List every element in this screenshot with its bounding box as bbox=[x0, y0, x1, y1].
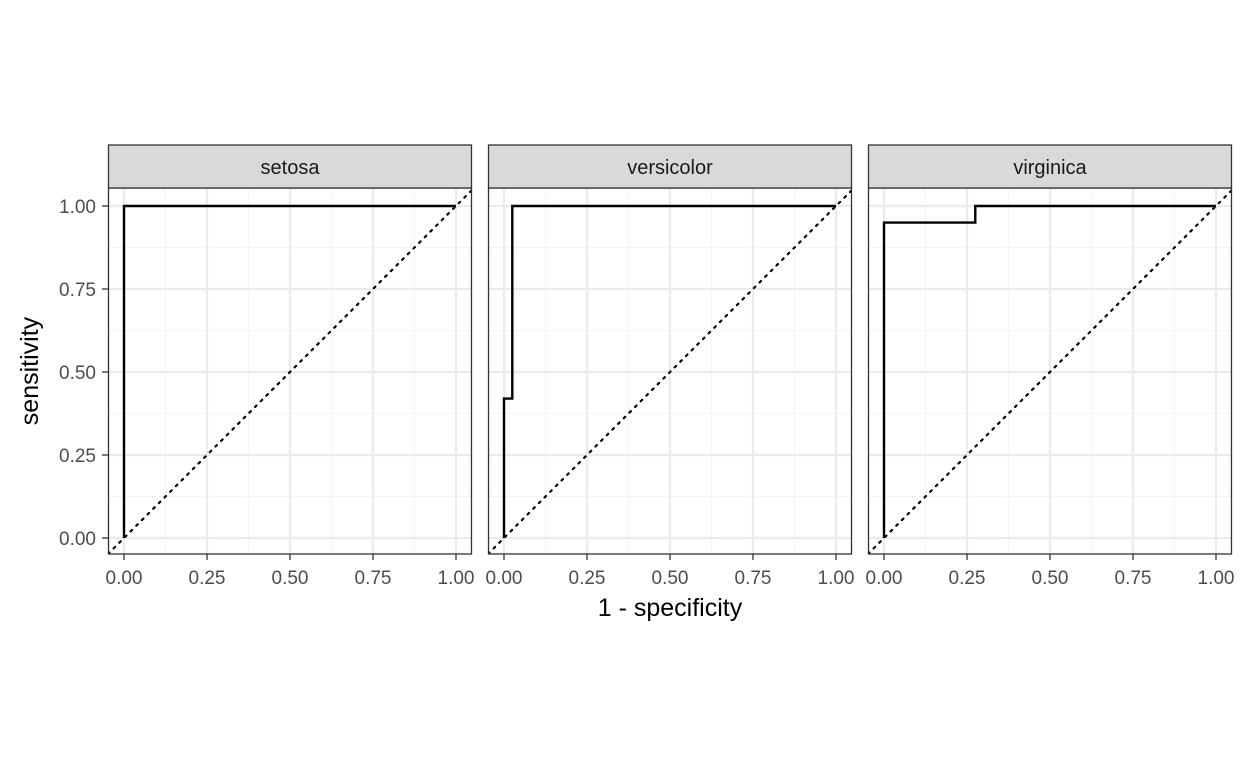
x-tick-label: 1.00 bbox=[1198, 568, 1235, 589]
facet-strip bbox=[487, 144, 853, 189]
facet-panel-versicolor: versicolor 0.00 0.25 0.50 0.75 1.00 bbox=[486, 144, 855, 589]
y-axis-title: sensitivity bbox=[16, 316, 44, 425]
roc-curve-versicolor bbox=[502, 204, 836, 538]
x-tick-label: 0.75 bbox=[1115, 568, 1152, 589]
y-tick-label: 0.00 bbox=[59, 529, 96, 550]
y-tick-label: 0.25 bbox=[59, 446, 96, 467]
facet-label: versicolor bbox=[627, 157, 713, 179]
x-tick-label: 0.50 bbox=[272, 568, 309, 589]
y-tick-label: 0.50 bbox=[59, 363, 96, 384]
facet-strip bbox=[107, 144, 473, 189]
x-tick-label: 0.75 bbox=[735, 568, 772, 589]
facet-panel-setosa: setosa 0.00 0.25 0.50 0.75 1.00 0.00 0.25 0.50 0.… bbox=[59, 144, 475, 589]
facet-label: setosa bbox=[261, 157, 321, 179]
facet-panel-virginica: virginica 0.00 0.25 0.50 0.75 1.00 bbox=[866, 144, 1235, 589]
reference-diagonal bbox=[108, 188, 472, 554]
reference-diagonal bbox=[868, 188, 1232, 554]
x-tick-label: 0.00 bbox=[106, 568, 143, 589]
facet-panels: setosa 0.00 0.25 0.50 0.75 1.00 0.00 0.25 0.50 0.… bbox=[59, 144, 1235, 589]
facet-strip bbox=[867, 144, 1233, 189]
x-axis-title: 1 - specificity bbox=[598, 594, 743, 622]
x-tick-label: 1.00 bbox=[438, 568, 475, 589]
reference-diagonal bbox=[488, 188, 852, 554]
y-tick-label: 1.00 bbox=[59, 197, 96, 218]
x-tick-label: 0.00 bbox=[866, 568, 903, 589]
roc-curve-setosa bbox=[122, 204, 456, 538]
x-tick-label: 0.50 bbox=[652, 568, 689, 589]
x-tick-label: 0.25 bbox=[569, 568, 606, 589]
x-tick-label: 0.00 bbox=[486, 568, 523, 589]
roc-curve-virginica bbox=[882, 204, 1216, 538]
x-tick-label: 0.25 bbox=[949, 568, 986, 589]
x-tick-label: 0.75 bbox=[355, 568, 392, 589]
x-tick-label: 0.25 bbox=[189, 568, 226, 589]
x-tick-label: 1.00 bbox=[818, 568, 855, 589]
y-tick-label: 0.75 bbox=[59, 280, 96, 301]
x-tick-label: 0.50 bbox=[1032, 568, 1069, 589]
facet-label: virginica bbox=[1013, 157, 1087, 179]
